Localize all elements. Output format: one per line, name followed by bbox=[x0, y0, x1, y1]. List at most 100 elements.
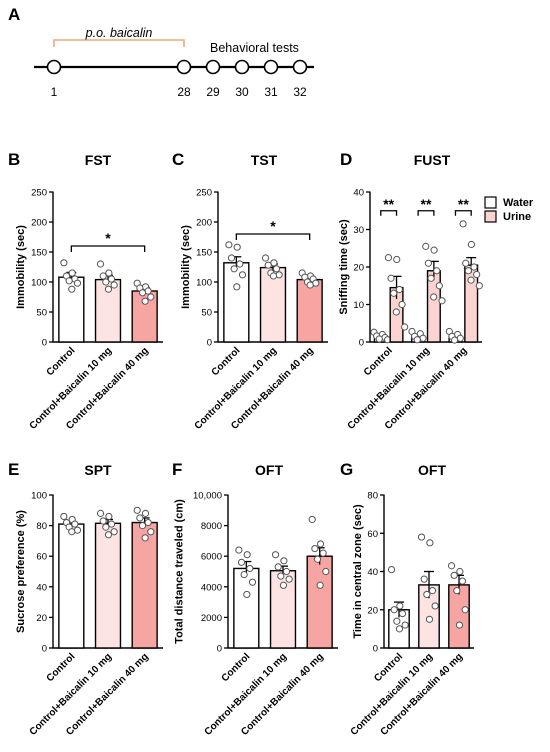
panel-e-letter: E bbox=[8, 460, 19, 479]
panel-g-title: OFT bbox=[418, 462, 446, 478]
group-0-point bbox=[390, 606, 398, 614]
timeline-day-markers: 1 28 29 30 31 32 bbox=[46, 59, 308, 99]
group-2-point bbox=[138, 289, 147, 297]
y-tick-label: 6000 bbox=[201, 552, 222, 563]
legend-swatch-urine bbox=[484, 210, 497, 223]
group-1-point bbox=[269, 272, 278, 280]
panel-c-tst-chart: C TST 0 50 100 150 200 250 Immobility (sec) * Cont… bbox=[172, 150, 328, 432]
panel-c-title: TST bbox=[251, 152, 278, 168]
group-0-point bbox=[233, 243, 241, 251]
treatment-bracket bbox=[53, 39, 185, 47]
group-2-point bbox=[141, 297, 149, 305]
group-1-point bbox=[110, 281, 118, 289]
y-axis-label: Total distance traveled (cm) bbox=[173, 499, 185, 644]
y-tick-label: 40 bbox=[36, 582, 47, 593]
group-2-point bbox=[453, 587, 461, 595]
y-axis-label: Sniffing time (sec) bbox=[338, 219, 350, 315]
urine-point bbox=[467, 240, 476, 249]
y-tick-label: 100 bbox=[196, 278, 212, 289]
urine-point bbox=[475, 282, 483, 290]
panel-e-spt-chart: E SPT 0 20 40 60 80 100 Sucrose preference (%) Co… bbox=[8, 460, 163, 738]
group-2-point bbox=[322, 567, 330, 576]
group-0-point bbox=[393, 617, 401, 625]
urine-point bbox=[473, 270, 481, 279]
group-1-point bbox=[264, 261, 272, 269]
y-tick-label: 80 bbox=[367, 491, 378, 502]
group-2-point bbox=[147, 528, 155, 536]
group-0-point bbox=[240, 570, 248, 579]
y-tick-label: 20 bbox=[353, 263, 364, 274]
timeline-marker-day-32 bbox=[292, 59, 308, 75]
group-2-point bbox=[461, 606, 469, 614]
panel-b-title: FST bbox=[85, 152, 112, 168]
panel-g-letter: G bbox=[340, 460, 353, 479]
group-1-point bbox=[96, 260, 105, 268]
significance-bracket bbox=[454, 210, 472, 216]
group-2-point bbox=[313, 555, 322, 563]
group-1-point bbox=[99, 517, 107, 525]
group-2-point bbox=[316, 540, 325, 548]
group-0-point bbox=[395, 625, 404, 633]
y-tick-label: 80 bbox=[36, 521, 47, 532]
y-tick-label: 20 bbox=[36, 613, 47, 624]
timeline-marker-day-30 bbox=[234, 59, 250, 75]
timeline-label-day-29: 29 bbox=[206, 85, 220, 99]
significance-label: ** bbox=[383, 196, 394, 212]
y-tick-label: 200 bbox=[196, 218, 212, 229]
panel-a-timeline: A p.o. baicalin Behavioral tests 1 28 29 30… bbox=[8, 5, 314, 99]
group-2-point bbox=[141, 509, 150, 517]
urine-point bbox=[393, 255, 401, 264]
group-1-point bbox=[431, 602, 439, 610]
treatment-label: p.o. baicalin bbox=[85, 26, 153, 40]
group-0-point bbox=[243, 590, 251, 599]
urine-point bbox=[398, 300, 406, 309]
x-category-label: Control bbox=[362, 345, 395, 378]
y-tick-label: 0 bbox=[217, 644, 222, 655]
significance-label: * bbox=[105, 230, 111, 246]
bar-2 bbox=[306, 555, 333, 649]
urine-point bbox=[462, 259, 470, 267]
panel-d-letter: D bbox=[340, 150, 352, 169]
timeline-marker-day-29 bbox=[205, 59, 221, 75]
timeline-label-day-30: 30 bbox=[235, 85, 249, 99]
water-point bbox=[451, 336, 459, 344]
y-tick-label: 0 bbox=[42, 644, 47, 655]
urine-point bbox=[430, 293, 438, 301]
group-0-point bbox=[236, 260, 244, 268]
group-1-point bbox=[99, 272, 107, 280]
group-2-point bbox=[141, 534, 149, 542]
group-2-point bbox=[147, 293, 155, 301]
group-0-point bbox=[227, 254, 236, 262]
bar-2 bbox=[296, 278, 323, 343]
group-0-point bbox=[238, 271, 247, 279]
group-1-point bbox=[280, 557, 288, 565]
urine-point bbox=[438, 297, 446, 305]
y-tick-label: 30 bbox=[353, 225, 364, 236]
water-point bbox=[413, 336, 421, 344]
y-tick-label: 0 bbox=[42, 338, 47, 349]
significance-bracket bbox=[70, 245, 146, 252]
group-1-point bbox=[102, 278, 110, 286]
timeline-label-day-1: 1 bbox=[51, 85, 58, 99]
group-1-point bbox=[110, 528, 118, 536]
group-1-point bbox=[271, 551, 280, 559]
urine-point bbox=[470, 263, 478, 271]
group-1-point bbox=[277, 572, 285, 580]
urine-point bbox=[424, 259, 432, 267]
group-0-point bbox=[60, 259, 68, 267]
group-1-point bbox=[423, 590, 431, 599]
legend-label-urine: Urine bbox=[503, 211, 531, 223]
group-1-point bbox=[96, 509, 105, 517]
y-tick-label: 4000 bbox=[201, 582, 222, 593]
group-1-point bbox=[417, 533, 426, 541]
panel-d-fust-chart: D FUST 0 10 20 30 40 Sniffing time (sec) ** ** ** C… bbox=[338, 150, 483, 432]
panel-d-title: FUST bbox=[414, 152, 451, 168]
group-0-point bbox=[73, 279, 82, 287]
group-2-point bbox=[450, 571, 458, 579]
urine-point bbox=[422, 242, 430, 250]
group-0-point bbox=[243, 551, 251, 559]
timeline-label-day-32: 32 bbox=[293, 85, 307, 99]
bar-1 bbox=[94, 522, 122, 649]
group-1-point bbox=[279, 581, 288, 589]
